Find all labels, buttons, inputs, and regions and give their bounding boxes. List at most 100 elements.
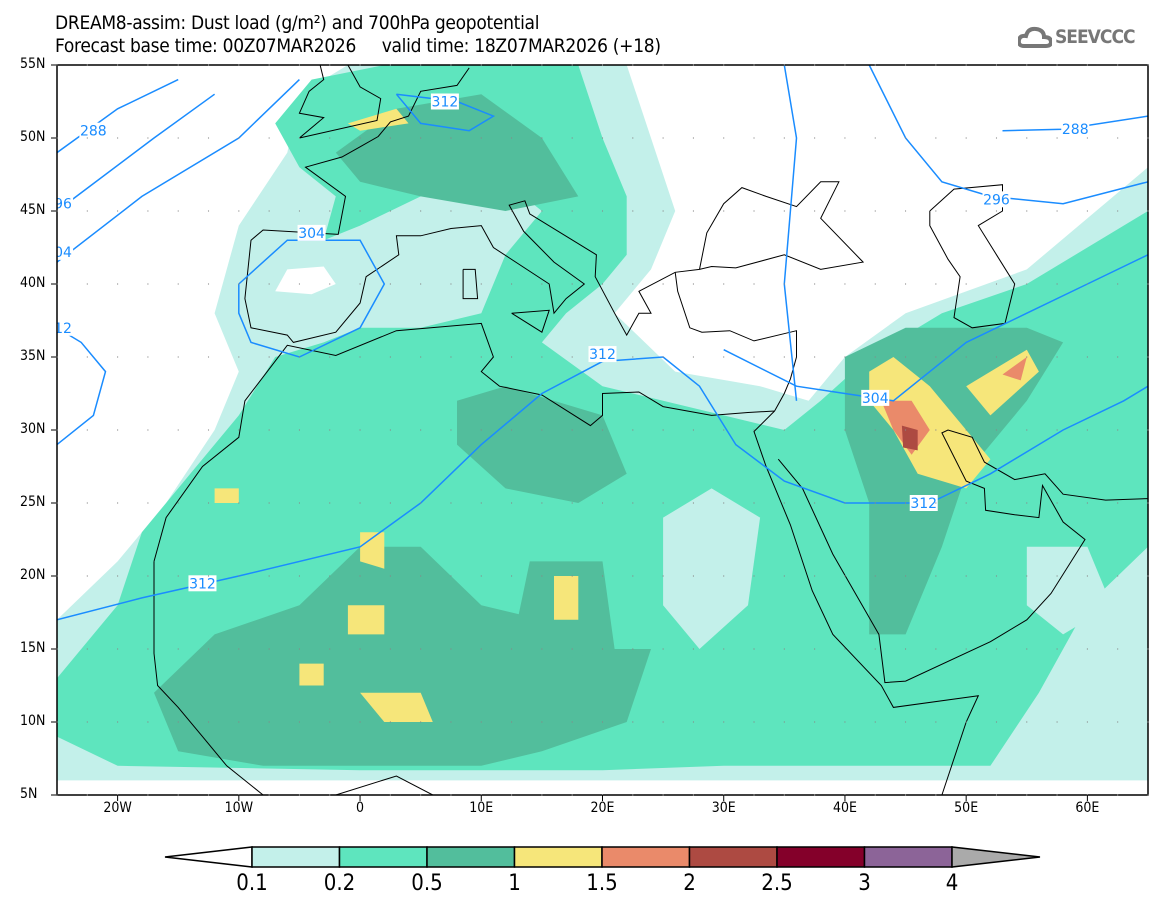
grid-dot xyxy=(935,502,937,504)
grid-dot xyxy=(965,210,967,212)
grid-dot xyxy=(268,64,270,66)
grid-dot xyxy=(935,137,937,139)
grid-dot xyxy=(965,502,967,504)
grid-dot xyxy=(117,502,119,504)
dust-area-0-0h xyxy=(275,266,336,295)
grid-dot xyxy=(904,575,907,577)
grid-dot xyxy=(268,283,270,285)
grid-dot xyxy=(86,210,88,212)
grid-dot xyxy=(571,137,573,139)
grid-dot xyxy=(814,502,816,504)
grid-dot xyxy=(1086,721,1088,723)
grid-dot xyxy=(571,210,573,212)
grid-dot xyxy=(814,283,816,285)
grid-dot xyxy=(753,64,755,66)
grid-dot xyxy=(420,64,422,66)
grid-dot xyxy=(874,502,876,504)
grid-dot xyxy=(450,64,452,66)
contour-label: 12 xyxy=(54,321,72,337)
grid-dot xyxy=(1026,210,1028,212)
grid-dot xyxy=(783,64,785,66)
contour-label: 304 xyxy=(862,391,889,407)
grid-dot xyxy=(904,283,907,285)
dust-shading xyxy=(57,65,1148,781)
grid-dot xyxy=(1117,721,1119,723)
grid-dot xyxy=(662,137,664,139)
grid-dot xyxy=(238,429,240,431)
lat-label: 30N xyxy=(20,421,46,437)
lat-label: 5N xyxy=(20,786,38,802)
grid-dot xyxy=(268,648,270,650)
grid-dot xyxy=(541,356,543,358)
grid-dot xyxy=(723,64,725,66)
grid-dot xyxy=(1026,429,1028,431)
grid-dot xyxy=(177,137,179,139)
grid-dot xyxy=(268,356,270,358)
contour-line xyxy=(723,254,1148,402)
grid-dot xyxy=(359,64,361,66)
lat-label: 20N xyxy=(20,567,46,583)
colorbar-label: 1 xyxy=(508,871,521,896)
grid-dot xyxy=(995,283,998,285)
lon-label: 10E xyxy=(469,800,494,816)
colorbar-box xyxy=(601,846,691,868)
grid-dot xyxy=(783,502,785,504)
grid-dot xyxy=(510,794,513,796)
grid-dot xyxy=(207,356,210,358)
base-time: Forecast base time: 00Z07MAR2026 xyxy=(55,35,357,57)
grid-dot xyxy=(692,137,695,139)
grid-dot xyxy=(1026,648,1028,650)
colorbar-label: 0.1 xyxy=(236,871,268,896)
contour-label: 312 xyxy=(189,576,216,592)
colorbar-over-triangle xyxy=(951,846,1041,868)
grid-dot xyxy=(56,575,58,577)
dust-area-0-5 xyxy=(457,386,627,503)
lon-label: 0 xyxy=(356,800,365,816)
grid-dot xyxy=(844,210,846,212)
grid-dot xyxy=(117,575,119,577)
grid-dot xyxy=(1086,575,1088,577)
grid-dot xyxy=(298,283,301,285)
lon-label: 60E xyxy=(1075,800,1100,816)
logo-text: SEEVCCC xyxy=(1055,26,1136,48)
grid-dot xyxy=(420,794,422,796)
grid-dot xyxy=(904,648,907,650)
grid-dot xyxy=(86,794,88,796)
grid-dot xyxy=(177,721,179,723)
grid-dot xyxy=(723,283,725,285)
grid-dot xyxy=(389,210,391,212)
dust-area-0-1h xyxy=(1026,546,1112,635)
grid-dot xyxy=(510,137,513,139)
grid-dot xyxy=(783,794,785,796)
colorbar-label: 0.5 xyxy=(411,871,443,896)
grid-dot xyxy=(268,429,270,431)
contour-line xyxy=(868,65,1148,205)
grid-dot xyxy=(177,794,179,796)
grid-dot xyxy=(814,137,816,139)
grid-dot xyxy=(965,648,967,650)
grid-dot xyxy=(935,356,937,358)
grid-dot xyxy=(298,575,301,577)
grid-dot xyxy=(420,137,422,139)
grid-dot xyxy=(359,283,361,285)
grid-dot xyxy=(480,356,482,358)
grid-dot xyxy=(814,794,816,796)
grid-dot xyxy=(874,575,876,577)
grid-dot xyxy=(935,575,937,577)
grid-dot xyxy=(935,429,937,431)
grid-dot xyxy=(147,575,149,577)
grid-dot xyxy=(874,648,876,650)
grid-dot xyxy=(783,283,785,285)
grid-dot xyxy=(147,210,149,212)
contour-label-bg xyxy=(188,575,217,592)
grid-dot xyxy=(995,64,998,66)
grid-dot xyxy=(844,356,846,358)
grid-dot xyxy=(1147,356,1149,358)
grid-dot xyxy=(177,283,179,285)
grid-dot xyxy=(177,356,179,358)
grid-dot xyxy=(632,575,634,577)
grid-dot xyxy=(1086,64,1088,66)
lon-label: 40E xyxy=(832,800,857,816)
grid-dot xyxy=(86,283,88,285)
grid-dot xyxy=(238,356,240,358)
